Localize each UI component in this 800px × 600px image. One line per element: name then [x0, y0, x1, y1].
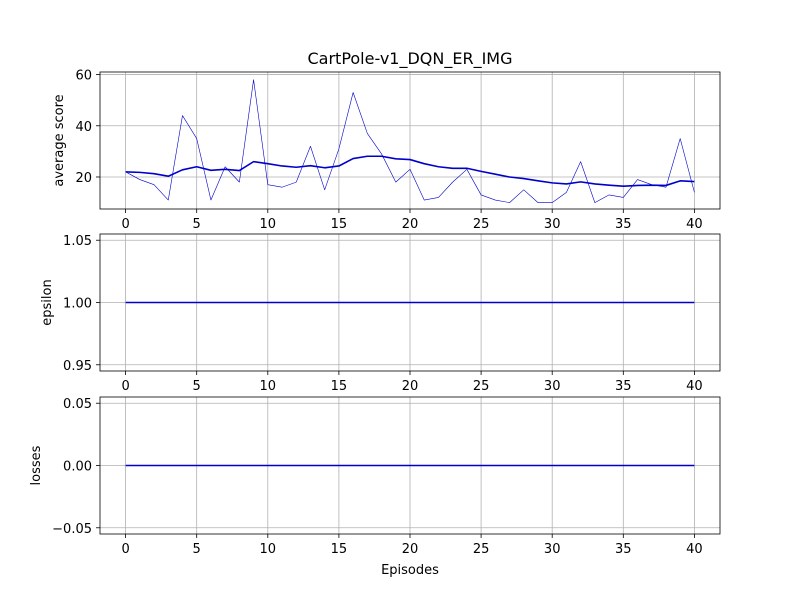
- x-tick-label: 30: [544, 379, 561, 394]
- x-tick-label: 20: [402, 379, 419, 394]
- subplots: 0 5 10 15 20 25 30 35 40 20 40 60 average score 0 5 10 1…: [29, 69, 721, 578]
- x-tick-label: 15: [331, 379, 348, 394]
- x-tick-label: 10: [260, 217, 277, 232]
- x-tick-label: 20: [402, 217, 419, 232]
- x-tick-label: 35: [615, 217, 632, 232]
- x-tick-label: 25: [473, 379, 490, 394]
- y-tick-label: 0.05: [63, 397, 92, 412]
- series-line-raw: [125, 79, 695, 203]
- x-tick-label: 5: [193, 217, 201, 232]
- y-tick-label: 0.00: [63, 460, 92, 475]
- y-tick-label: 1.05: [63, 234, 92, 249]
- y-tick-label: 60: [75, 69, 92, 84]
- x-tick-label: 35: [615, 542, 632, 557]
- x-tick-label: 10: [260, 542, 277, 557]
- x-tick-label: 30: [544, 542, 561, 557]
- y-tick-label: −0.05: [52, 522, 92, 537]
- x-tick-label: 5: [193, 542, 201, 557]
- x-tick-label: 40: [686, 217, 703, 232]
- subplot-2: 0 5 10 15 20 25 30 35 40 0.95 1.00 1.05 epsilon: [40, 233, 721, 394]
- y-tick-label: 40: [75, 120, 92, 135]
- subplot-3: 0 5 10 15 20 25 30 35 40 −0.05 0.00 0.05 losses Episo…: [29, 396, 721, 578]
- y-axis-label: losses: [29, 445, 44, 485]
- x-tick-label: 15: [331, 542, 348, 557]
- x-tick-label: 40: [686, 379, 703, 394]
- y-tick-label: 20: [75, 171, 92, 186]
- y-axis-label: epsilon: [40, 279, 55, 325]
- x-tick-label: 25: [473, 217, 490, 232]
- x-tick-label: 0: [121, 542, 129, 557]
- x-tick-label: 20: [402, 542, 419, 557]
- x-tick-label: 10: [260, 379, 277, 394]
- x-tick-label: 25: [473, 542, 490, 557]
- y-tick-label: 1.00: [63, 297, 92, 312]
- series-line-average: [125, 155, 695, 188]
- x-tick-label: 5: [193, 379, 201, 394]
- y-tick-label: 0.95: [63, 359, 92, 374]
- x-axis-label: Episodes: [381, 563, 439, 578]
- subplot-1: 0 5 10 15 20 25 30 35 40 20 40 60 average score: [52, 69, 721, 232]
- y-axis-label: average score: [52, 94, 67, 186]
- x-tick-label: 40: [686, 542, 703, 557]
- chart-title: CartPole-v1_DQN_ER_IMG: [307, 49, 512, 69]
- x-tick-label: 30: [544, 217, 561, 232]
- x-tick-label: 15: [331, 217, 348, 232]
- x-tick-label: 35: [615, 379, 632, 394]
- x-tick-label: 0: [121, 379, 129, 394]
- x-tick-label: 0: [121, 217, 129, 232]
